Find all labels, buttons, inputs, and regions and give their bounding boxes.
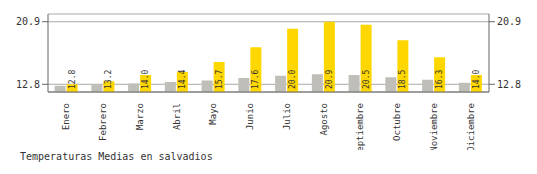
svg-text:16.3: 16.3 bbox=[435, 70, 444, 89]
svg-text:Octubre: Octubre bbox=[392, 103, 402, 141]
svg-text:20.9: 20.9 bbox=[325, 70, 334, 89]
svg-text:13.2: 13.2 bbox=[104, 70, 113, 89]
svg-text:20.0: 20.0 bbox=[288, 70, 297, 89]
svg-text:12.8: 12.8 bbox=[16, 79, 40, 90]
svg-text:Febrero: Febrero bbox=[98, 103, 108, 141]
svg-text:20.9: 20.9 bbox=[16, 16, 40, 27]
svg-text:Julio: Julio bbox=[282, 103, 292, 130]
svg-text:18.5: 18.5 bbox=[398, 70, 407, 89]
svg-text:14.0: 14.0 bbox=[472, 70, 481, 89]
svg-text:12.8: 12.8 bbox=[68, 70, 77, 89]
svg-text:12.8: 12.8 bbox=[497, 79, 521, 90]
svg-text:Abril: Abril bbox=[172, 103, 182, 130]
svg-text:15.7: 15.7 bbox=[215, 70, 224, 89]
svg-text:14.4: 14.4 bbox=[178, 70, 187, 89]
svg-text:Mayo: Mayo bbox=[208, 103, 218, 125]
svg-text:Junio: Junio bbox=[245, 103, 255, 130]
svg-text:20.5: 20.5 bbox=[362, 70, 371, 89]
svg-text:Enero: Enero bbox=[61, 103, 71, 130]
svg-text:Agosto: Agosto bbox=[319, 103, 329, 136]
svg-text:14.0: 14.0 bbox=[141, 70, 150, 89]
svg-text:Noviembre: Noviembre bbox=[429, 103, 439, 150]
svg-text:Diciembre: Diciembre bbox=[466, 103, 476, 150]
svg-text:Septiembre: Septiembre bbox=[355, 103, 365, 150]
svg-text:Marzo: Marzo bbox=[135, 103, 145, 130]
svg-text:20.9: 20.9 bbox=[497, 16, 521, 27]
html-text:Temperaturas Medias en salvadi: Temperaturas Medias en salvadios bbox=[20, 151, 213, 162]
svg-text:17.6: 17.6 bbox=[251, 70, 260, 89]
